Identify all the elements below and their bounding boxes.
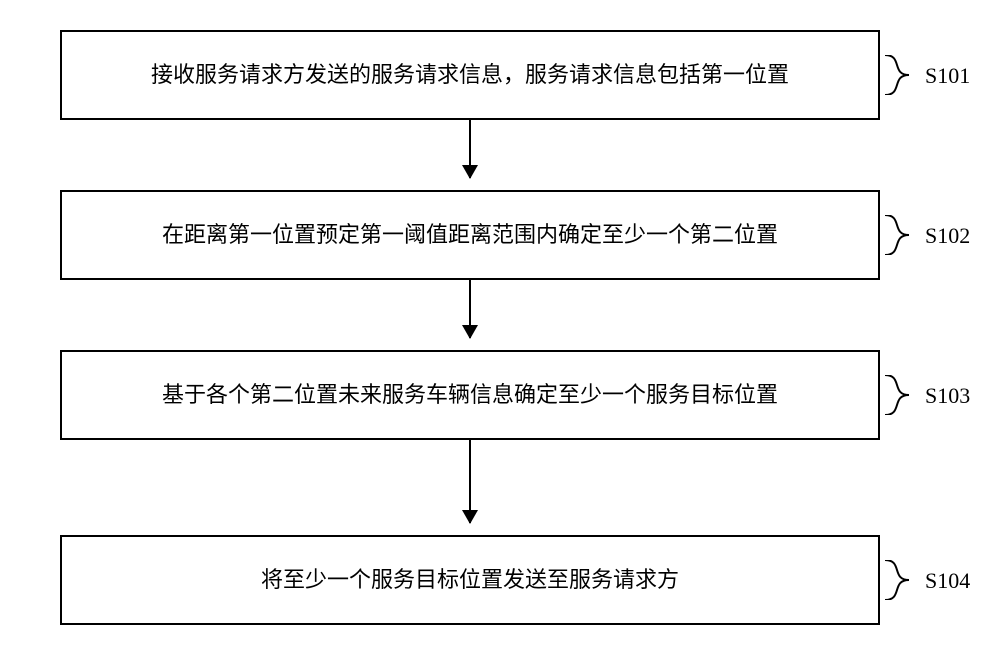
brace-s104 xyxy=(885,560,925,600)
step-label-s102: S102 xyxy=(925,223,970,249)
step-label-s103: S103 xyxy=(925,383,970,409)
step-text-s101: 接收服务请求方发送的服务请求信息，服务请求信息包括第一位置 xyxy=(151,61,789,90)
step-label-s104: S104 xyxy=(925,568,970,594)
flowchart-canvas: 接收服务请求方发送的服务请求信息，服务请求信息包括第一位置 S101 在距离第一… xyxy=(0,0,1000,654)
arrow-s102-s103 xyxy=(469,280,471,338)
step-box-s103: 基于各个第二位置未来服务车辆信息确定至少一个服务目标位置 xyxy=(60,350,880,440)
step-text-s103: 基于各个第二位置未来服务车辆信息确定至少一个服务目标位置 xyxy=(162,381,778,410)
step-box-s101: 接收服务请求方发送的服务请求信息，服务请求信息包括第一位置 xyxy=(60,30,880,120)
brace-s103 xyxy=(885,375,925,415)
step-text-s102: 在距离第一位置预定第一阈值距离范围内确定至少一个第二位置 xyxy=(162,221,778,250)
arrow-s103-s104 xyxy=(469,440,471,523)
brace-s101 xyxy=(885,55,925,95)
step-box-s102: 在距离第一位置预定第一阈值距离范围内确定至少一个第二位置 xyxy=(60,190,880,280)
brace-s102 xyxy=(885,215,925,255)
arrow-s101-s102 xyxy=(469,120,471,178)
step-label-s101: S101 xyxy=(925,63,970,89)
step-text-s104: 将至少一个服务目标位置发送至服务请求方 xyxy=(261,566,679,595)
step-box-s104: 将至少一个服务目标位置发送至服务请求方 xyxy=(60,535,880,625)
